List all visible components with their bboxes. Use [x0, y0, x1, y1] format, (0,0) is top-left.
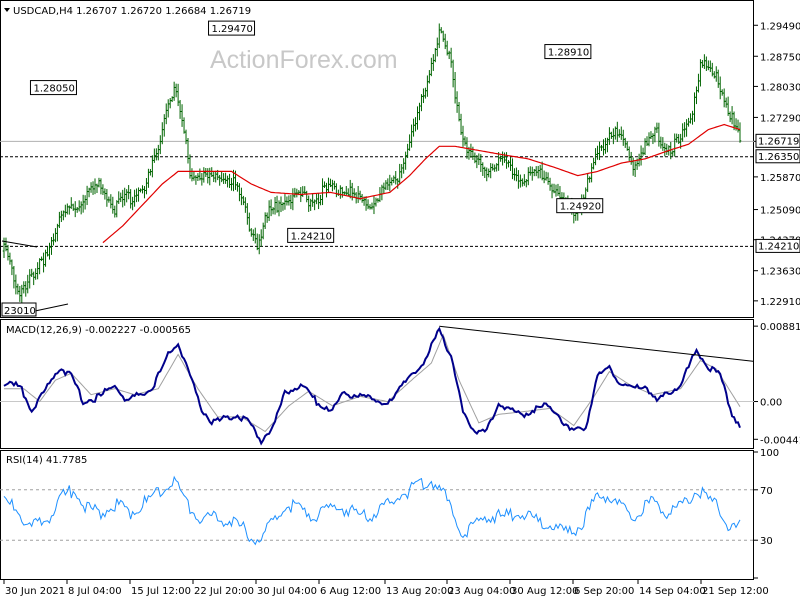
- annotation-label: 23010: [4, 306, 36, 317]
- x-tick-label: 22 Jul 20:00: [194, 586, 254, 597]
- price-header: USDCAD,H4 1.26707 1.26720 1.26684 1.2671…: [4, 6, 251, 17]
- rsi-line: [3, 475, 741, 546]
- level-price-box: [755, 149, 800, 164]
- macd-line: [3, 326, 741, 446]
- time-axis: 30 Jun 2021 8 Jul 04:00 15 Jul 12:00 22 Jul…: [3, 580, 769, 597]
- annotation-box: [556, 198, 604, 214]
- y-tick-label: 0.008816: [760, 322, 800, 333]
- y-tick-label: 1.25090: [760, 206, 800, 217]
- symbol-line: USDCAD,H4 1.26707 1.26720 1.26684 1.2671…: [13, 6, 251, 17]
- y-tick-label: 70: [760, 486, 773, 497]
- annotation-label: 1.24210: [291, 231, 332, 242]
- x-tick-label: 14 Sep 04:00: [639, 586, 706, 597]
- x-tick-label: 21 Sep 12:00: [702, 586, 769, 597]
- macd-axis: 0.008816 0.00 -0.004416: [754, 322, 800, 446]
- annotation-label: 1.29470: [212, 24, 253, 35]
- watermark: ActionForex.com: [210, 46, 398, 74]
- current-price-box: [755, 133, 800, 148]
- annotation-box: [1, 302, 37, 317]
- x-tick-label: 30 Jun 2021: [5, 586, 65, 597]
- level-price-box: [755, 238, 800, 253]
- moving-average: [102, 123, 741, 244]
- macd-trendline-line: [439, 325, 755, 362]
- macd-panel: [0, 319, 754, 449]
- annotation-label: 1.28910: [548, 48, 589, 59]
- level-price-label: 1.26350: [758, 152, 799, 163]
- x-tick-label: 13 Aug 20:00: [386, 586, 453, 597]
- x-tick-label: 23 Aug 04:00: [448, 586, 515, 597]
- price-hlines: [0, 140, 754, 247]
- y-tick-label: 100: [760, 448, 779, 459]
- annotation-box: [29, 80, 77, 96]
- rsi-path: [3, 475, 741, 546]
- annotation-label: 1.24920: [560, 202, 601, 213]
- y-tick-label: 1.27290: [760, 113, 800, 124]
- current-price-label: 1.26719: [758, 136, 799, 147]
- x-tick-label: 8 Jul 04:00: [68, 586, 122, 597]
- dropdown-icon: [4, 8, 10, 12]
- y-tick-label: 1.23630: [760, 267, 800, 278]
- price-axis: 1.29490 1.28750 1.28030 1.27290 1.26719 1.258…: [754, 21, 800, 308]
- y-tick-label: -0.004416: [760, 435, 800, 446]
- x-tick-label: 15 Jul 12:00: [131, 586, 191, 597]
- triangle-trendlines: [1, 240, 69, 312]
- price-series: [2, 23, 742, 303]
- rsi-axis: 100 70 30: [754, 448, 779, 579]
- annotation-box: [208, 20, 256, 36]
- x-tick-label: 6 Sep 20:00: [574, 586, 634, 597]
- rsi-panel: [0, 450, 754, 580]
- price-annotations: 1.28050 1.29470 1.28910 1.24210 1.24920 23010: [1, 20, 604, 317]
- y-tick-label: 1.28030: [760, 82, 800, 93]
- y-tick-label: 1.22910: [760, 297, 800, 308]
- y-tick-label: 1.25870: [760, 173, 800, 184]
- annotation-box: [544, 44, 592, 60]
- level-price-label: 1.24210: [758, 241, 799, 252]
- macd-title: MACD(12,26,9) -0.002227 -0.000565: [6, 325, 191, 336]
- annotation-box: [287, 227, 335, 243]
- rsi-title: RSI(14) 41.7785: [6, 455, 87, 466]
- x-tick-label: 6 Aug 12:00: [320, 586, 381, 597]
- macd-path: [3, 326, 741, 446]
- macd-trendline: [439, 325, 755, 362]
- price-panel: [0, 0, 754, 318]
- y-tick-label: 1.29490: [760, 21, 800, 32]
- y-tick-label: 30: [760, 536, 773, 547]
- annotation-label: 1.28050: [33, 84, 74, 95]
- x-tick-label: 30 Aug 12:00: [511, 586, 578, 597]
- y-tick-label: 1.28750: [760, 52, 800, 63]
- y-tick-label: 0.00: [760, 398, 782, 409]
- ma-line: [102, 123, 741, 244]
- x-tick-label: 30 Jul 04:00: [257, 586, 317, 597]
